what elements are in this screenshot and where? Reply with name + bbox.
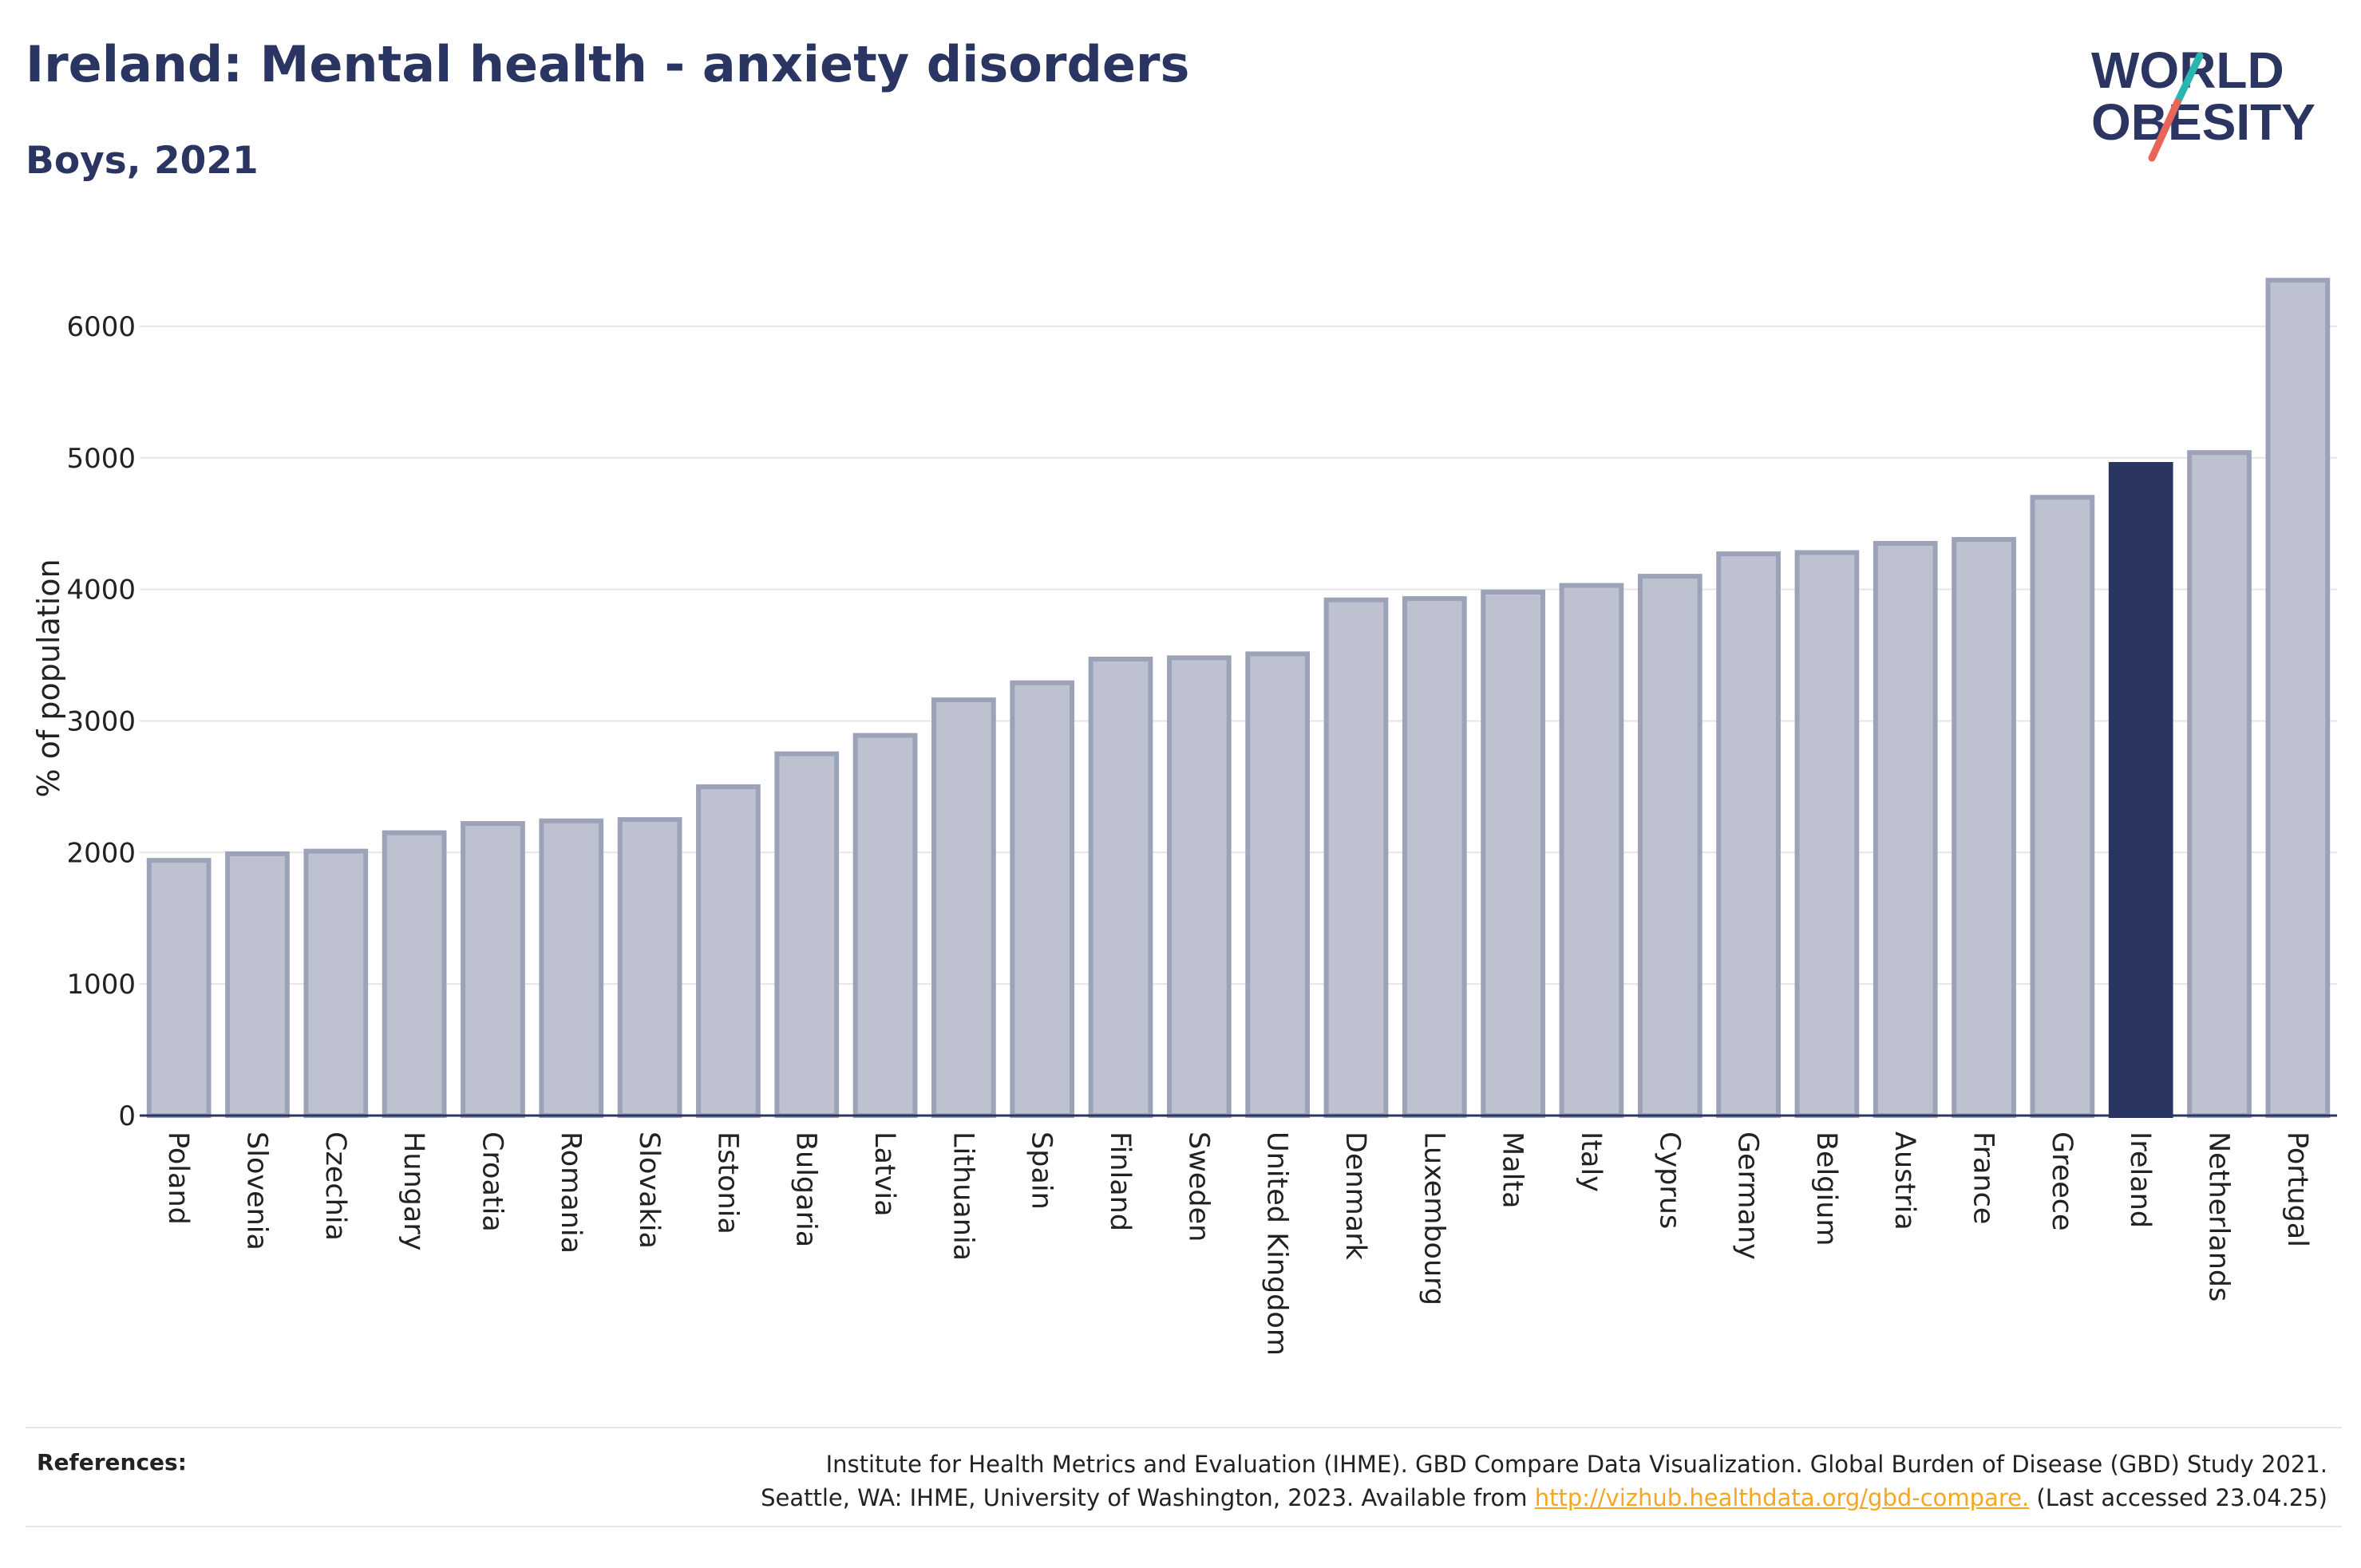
x-tick-label-france: France (1968, 1132, 1999, 1224)
references-link[interactable]: http://vizhub.healthdata.org/gbd-compare… (1534, 1484, 2030, 1511)
x-tick-label-spain: Spain (1026, 1132, 1058, 1210)
bar-ireland (2108, 462, 2173, 1118)
bar-bulgaria (774, 751, 840, 1119)
bar-netherlands (2187, 450, 2252, 1118)
bar-hungary (382, 830, 447, 1119)
y-axis-label: % of population (31, 559, 66, 797)
y-tick-label-0: 0 (118, 1100, 136, 1132)
x-tick-label-austria: Austria (1888, 1132, 1920, 1230)
bar-germany (1716, 551, 1781, 1118)
x-tick-label-estonia: Estonia (711, 1132, 743, 1234)
references-label: References: (37, 1449, 187, 1475)
bar-slovenia (225, 851, 290, 1119)
bar-chart: 0 1000 2000 3000 4000 5000 6000 Poland Slovenia… (31, 278, 2337, 1356)
x-axis-labels: Poland Slovenia Czechia Hungary Croatia Roman… (162, 1132, 2313, 1356)
bar-spain (1010, 680, 1075, 1118)
bars (146, 278, 2331, 1119)
x-tick-label-belgium: Belgium (1810, 1132, 1842, 1246)
references-divider-bottom (26, 1526, 2342, 1527)
x-tick-label-poland: Poland (162, 1132, 194, 1225)
world-obesity-logo: WORLD OBESITY (2091, 41, 2316, 162)
x-tick-label-romania: Romania (555, 1132, 587, 1254)
bar-malta (1481, 589, 1545, 1118)
logo-word-obesity: OBESITY (2091, 93, 2316, 151)
logo-slash-teal (2173, 52, 2204, 106)
x-tick-label-finland: Finland (1104, 1132, 1136, 1231)
x-tick-label-slovakia: Slovakia (633, 1132, 665, 1249)
y-tick-label-6: 6000 (66, 311, 136, 343)
x-tick-label-denmark: Denmark (1339, 1132, 1371, 1261)
y-tick-label-5: 5000 (66, 443, 136, 475)
bar-slovakia (617, 817, 682, 1119)
references-line-2: Seattle, WA: IHME, University of Washing… (492, 1481, 2327, 1515)
y-tick-label-3: 3000 (66, 705, 136, 737)
x-tick-label-cyprus: Cyprus (1653, 1132, 1685, 1229)
chart-subtitle: Boys, 2021 (26, 139, 259, 183)
x-tick-label-germany: Germany (1732, 1132, 1764, 1260)
bar-cyprus (1637, 574, 1703, 1118)
bar-lithuania (931, 697, 996, 1118)
logo-slash-red (2148, 98, 2181, 162)
bar-denmark (1323, 597, 1389, 1118)
x-tick-label-italy: Italy (1575, 1132, 1607, 1192)
bar-croatia (461, 821, 525, 1118)
x-tick-label-luxembourg: Luxembourg (1418, 1132, 1449, 1305)
y-axis-ticks: 0 1000 2000 3000 4000 5000 6000 (66, 311, 136, 1132)
bar-luxembourg (1402, 596, 1467, 1118)
x-tick-label-ireland: Ireland (2124, 1132, 2156, 1228)
y-tick-label-1: 1000 (66, 969, 136, 1001)
x-tick-label-croatia: Croatia (476, 1132, 508, 1232)
x-tick-label-sweden: Sweden (1182, 1132, 1214, 1242)
y-tick-label-2: 2000 (66, 837, 136, 869)
bar-austria (1873, 540, 1938, 1118)
x-tick-label-lithuania: Lithuania (947, 1132, 979, 1261)
bar-greece (2030, 495, 2095, 1118)
bar-sweden (1166, 655, 1232, 1118)
bar-latvia (852, 733, 918, 1118)
x-tick-label-greece: Greece (2046, 1132, 2078, 1231)
x-tick-label-portugal: Portugal (2281, 1132, 2313, 1247)
bar-belgium (1794, 550, 1860, 1118)
bar-italy (1559, 583, 1624, 1118)
bar-france (1952, 536, 2016, 1118)
x-tick-label-latvia: Latvia (868, 1132, 900, 1217)
x-tick-label-bulgaria: Bulgaria (790, 1132, 822, 1247)
references-line-2-suffix: (Last accessed 23.04.25) (2029, 1484, 2327, 1511)
references-line-1: Institute for Health Metrics and Evaluat… (825, 1451, 2327, 1478)
references-text: Institute for Health Metrics and Evaluat… (492, 1448, 2327, 1515)
x-tick-label-united-kingdom: United Kingdom (1261, 1132, 1293, 1356)
logo-word-world: WORLD (2091, 41, 2284, 99)
bar-portugal (2265, 278, 2331, 1118)
x-tick-label-slovenia: Slovenia (240, 1132, 272, 1250)
x-tick-label-czechia: Czechia (319, 1132, 351, 1241)
bar-united-kingdom (1245, 651, 1311, 1118)
x-tick-label-malta: Malta (1497, 1132, 1529, 1209)
references-line-2-prefix: Seattle, WA: IHME, University of Washing… (761, 1484, 1535, 1511)
bar-finland (1088, 656, 1153, 1118)
bar-poland (146, 858, 212, 1119)
y-tick-label-4: 4000 (66, 575, 136, 606)
x-tick-label-hungary: Hungary (397, 1132, 429, 1250)
bar-estonia (696, 784, 761, 1118)
bar-romania (539, 818, 604, 1118)
bar-czechia (303, 848, 369, 1118)
chart-title: Ireland: Mental health - anxiety disorde… (26, 35, 1190, 93)
x-tick-label-netherlands: Netherlands (2203, 1132, 2235, 1301)
references-divider-top (26, 1427, 2342, 1428)
